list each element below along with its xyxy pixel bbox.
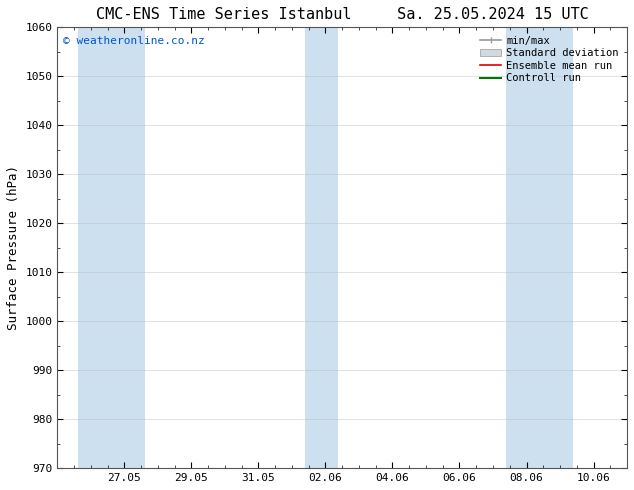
- Y-axis label: Surface Pressure (hPa): Surface Pressure (hPa): [7, 165, 20, 330]
- Bar: [539, 27, 573, 468]
- Bar: [79, 27, 112, 468]
- Legend: min/max, Standard deviation, Ensemble mean run, Controll run: min/max, Standard deviation, Ensemble me…: [477, 32, 622, 87]
- Bar: [112, 27, 145, 468]
- Bar: [505, 27, 539, 468]
- Text: © weatheronline.co.nz: © weatheronline.co.nz: [63, 36, 205, 46]
- Title: CMC-ENS Time Series Istanbul     Sa. 25.05.2024 15 UTC: CMC-ENS Time Series Istanbul Sa. 25.05.2…: [96, 7, 588, 22]
- Bar: [304, 27, 338, 468]
